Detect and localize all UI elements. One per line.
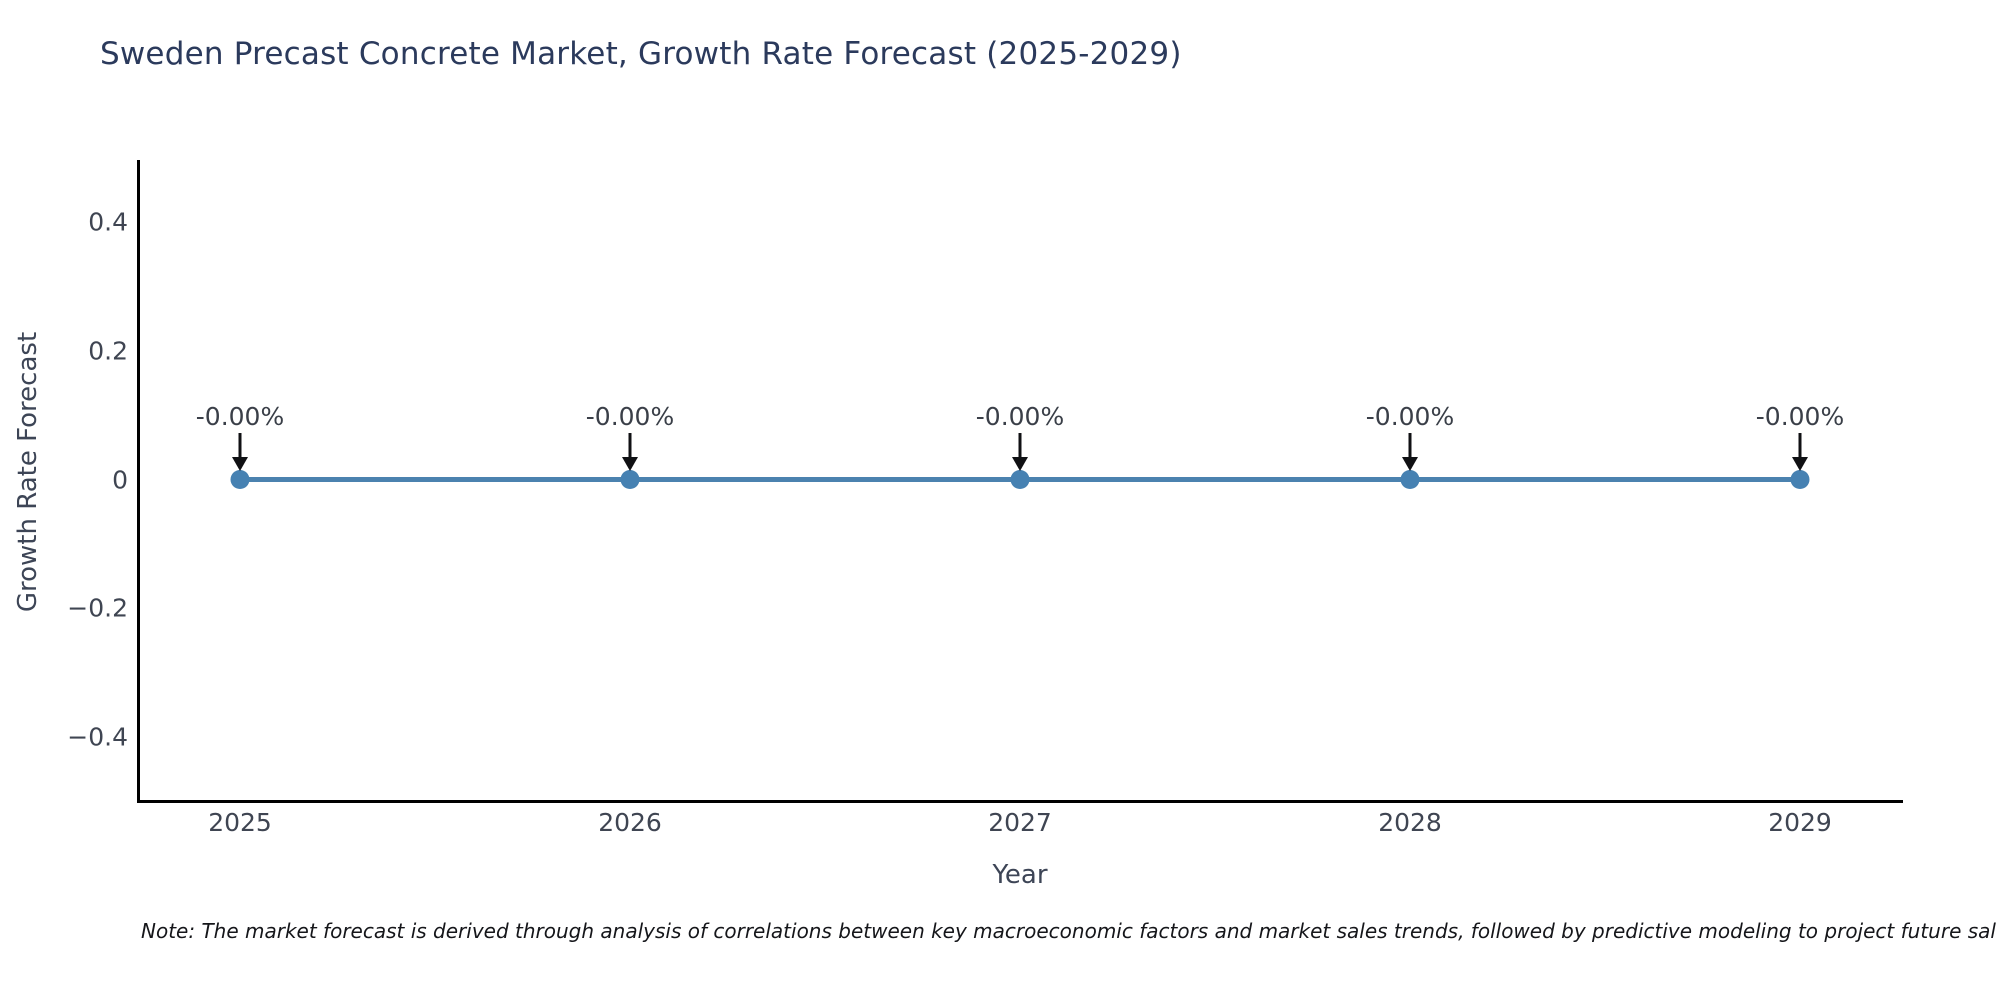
annotation-arrowhead-2027 (1012, 457, 1028, 471)
x-tick-2026: 2026 (598, 808, 662, 837)
annotation-arrowhead-2028 (1402, 457, 1418, 471)
annotation-arrow-2029 (1798, 433, 1802, 459)
data-point-2027 (1010, 470, 1030, 489)
data-point-2028 (1400, 470, 1420, 489)
x-tick-2027: 2027 (988, 808, 1052, 837)
y-tick-neg-0.4: −0.4 (67, 722, 128, 752)
y-axis-spine (137, 160, 140, 803)
chart-footnote: Note: The market forecast is derived thr… (141, 919, 1996, 943)
annotation-label-2028: -0.00% (1365, 402, 1455, 431)
annotation-arrow-2025 (238, 433, 242, 459)
annotation-label-2027: -0.00% (975, 402, 1065, 431)
x-axis-spine (137, 800, 1903, 803)
annotation-arrowhead-2029 (1792, 457, 1808, 471)
x-tick-2028: 2028 (1378, 808, 1442, 837)
data-point-2026 (620, 470, 640, 489)
x-axis-label: Year (992, 860, 1048, 890)
y-tick-0.2: 0.2 (88, 336, 128, 366)
annotation-label-2026: -0.00% (585, 402, 675, 431)
annotation-arrowhead-2026 (622, 457, 638, 471)
x-tick-2029: 2029 (1768, 808, 1832, 837)
annotation-arrowhead-2025 (232, 457, 248, 471)
annotation-arrow-2028 (1408, 433, 1412, 459)
y-tick-0.4: 0.4 (88, 207, 128, 237)
annotation-arrow-2027 (1018, 433, 1022, 459)
y-tick-neg-0.2: −0.2 (67, 593, 128, 623)
data-point-2025 (230, 470, 250, 489)
data-point-2029 (1790, 470, 1810, 489)
annotation-label-2029: -0.00% (1755, 402, 1845, 431)
annotation-label-2025: -0.00% (195, 402, 285, 431)
y-tick-0: 0 (112, 465, 128, 495)
chart-title: Sweden Precast Concrete Market, Growth R… (100, 36, 1182, 72)
annotation-arrow-2026 (628, 433, 632, 459)
x-tick-2025: 2025 (208, 808, 272, 837)
